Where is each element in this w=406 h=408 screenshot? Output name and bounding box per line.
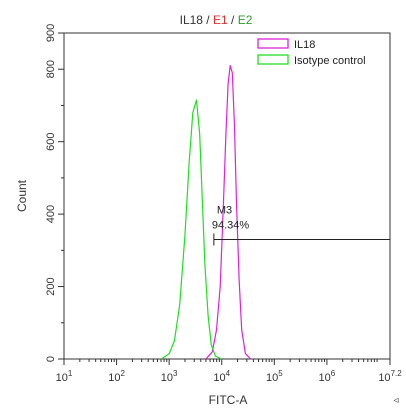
- series-layer: [160, 64, 252, 360]
- corner-arrow-icon[interactable]: ◃: [393, 395, 398, 406]
- x-tick-base: 10: [319, 372, 331, 384]
- x-tick-base: 10: [266, 372, 278, 384]
- x-tick-label-1: 102: [108, 369, 125, 384]
- x-tick-base: 10: [378, 372, 390, 384]
- x-tick-label-3: 104: [213, 369, 230, 384]
- x-tick-label-6: 107.2: [378, 369, 402, 384]
- gate-percent: 94.34%: [212, 219, 250, 231]
- x-tick-exponent: 5: [278, 369, 283, 378]
- x-axis-label: FITC-A: [209, 393, 248, 407]
- x-tick-exponent: 1: [68, 369, 73, 378]
- x-tick-label-2: 103: [161, 369, 178, 384]
- x-tick-label-0: 101: [56, 369, 73, 384]
- y-tick-label-0: 0: [45, 356, 57, 362]
- title-part-0: IL18: [180, 13, 204, 27]
- x-tick-exponent: 3: [173, 369, 178, 378]
- series-line-1: [160, 99, 222, 360]
- x-tick-label-5: 106: [319, 369, 336, 384]
- legend: IL18 Isotype control: [257, 38, 366, 67]
- x-tick-base: 10: [161, 372, 173, 384]
- y-tick-label-4: 800: [45, 60, 57, 78]
- x-tick-base: 10: [213, 372, 225, 384]
- legend-label-0: IL18: [294, 39, 315, 51]
- y-axis-label: Count: [15, 179, 29, 212]
- x-axis: 101 102 103 104 105 106 107.2: [56, 359, 402, 384]
- title-part-4: E2: [238, 13, 253, 27]
- x-tick-base: 10: [108, 372, 120, 384]
- y-tick-label-5: 900: [45, 24, 57, 42]
- y-axis: 0 200 400 600 800 900: [45, 24, 64, 362]
- y-tick-label-2: 400: [45, 205, 57, 223]
- y-tick-label-1: 200: [45, 277, 57, 295]
- x-tick-exponent: 7.2: [391, 369, 403, 378]
- series-line-0: [205, 64, 252, 360]
- x-tick-base: 10: [56, 372, 68, 384]
- y-tick-label-3: 600: [45, 132, 57, 150]
- x-tick-exponent: 2: [120, 369, 125, 378]
- x-tick-exponent: 6: [331, 369, 336, 378]
- legend-label-1: Isotype control: [294, 55, 366, 67]
- x-tick-exponent: 4: [226, 369, 231, 378]
- legend-swatch-1: [257, 54, 289, 65]
- plot-frame: [63, 32, 391, 360]
- title-part-2: E1: [213, 13, 228, 27]
- title-part-3: /: [228, 13, 238, 27]
- title-part-1: /: [203, 13, 213, 27]
- gate-marker: M3 94.34%: [212, 204, 390, 246]
- x-tick-label-4: 105: [266, 369, 283, 384]
- chart-title: IL18 / E1 / E2: [180, 13, 253, 27]
- legend-swatch-0: [257, 38, 289, 49]
- gate-name: M3: [217, 204, 232, 216]
